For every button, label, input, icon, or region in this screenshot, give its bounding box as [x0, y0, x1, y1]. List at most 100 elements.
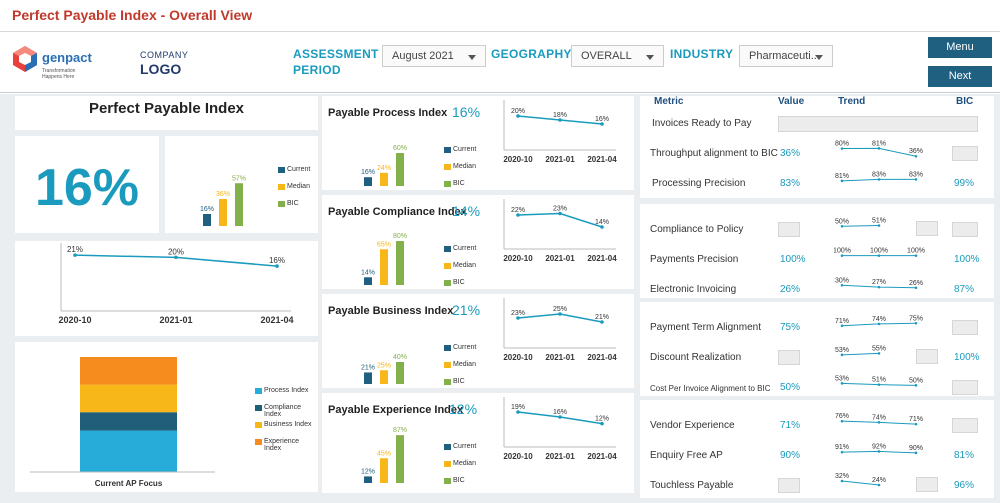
ap-focus-segment — [80, 357, 177, 385]
index-trend-point — [600, 421, 604, 426]
index-bar-label-bic: 87% — [393, 427, 407, 434]
metrics-header-bic: BIC — [956, 96, 974, 107]
industry-label: INDUSTRY — [670, 47, 734, 61]
metric-trend-point — [914, 422, 918, 426]
legend-label-current: Current — [453, 443, 477, 450]
metric-trend-point — [877, 147, 881, 150]
index-bar-chart: 21% 25%40% — [361, 354, 407, 384]
index-bar-label-bic: 40% — [393, 354, 407, 361]
index-bar-bic — [396, 435, 404, 483]
menu-button[interactable]: Menu — [928, 37, 992, 58]
ppi-trend-point — [174, 255, 178, 260]
geography-dropdown[interactable]: OVERALL — [571, 45, 664, 67]
index-bar-median — [380, 458, 388, 483]
chevron-down-icon — [468, 55, 476, 60]
metric-empty-bar — [778, 116, 978, 132]
metric-trend-chart: 50% 51% — [835, 218, 886, 228]
metric-trend-point — [877, 224, 881, 227]
index-trend-point — [516, 213, 520, 217]
metric-value: 50% — [780, 382, 801, 393]
legend-item-bic: BIC — [444, 180, 476, 197]
metric-trend-label: 71% — [835, 318, 849, 325]
metric-trend-chart: 100% 100% 100% — [834, 248, 925, 257]
metric-name: Discount Realization — [650, 352, 742, 363]
metric-value-empty — [778, 350, 800, 365]
metric-value: 36% — [780, 148, 801, 159]
legend-item-bic: BIC — [444, 477, 476, 494]
legend-chart-icon — [444, 263, 451, 269]
legend-chart-icon — [444, 362, 451, 368]
metric-trend-line — [841, 352, 880, 356]
index-x-tick: 2020-10 — [503, 155, 533, 164]
metric-trend-chart: 76% 74% 71% — [835, 413, 923, 426]
metric-trend-label: 24% — [872, 477, 886, 484]
index-card: Payable Process Index 16% 16% 24% 60% Current… — [322, 96, 634, 190]
metric-trend-label: 50% — [835, 218, 849, 225]
index-x-tick: 2021-01 — [545, 353, 575, 362]
metric-trend-point — [914, 154, 918, 158]
geography-label: GEOGRAPHY — [491, 47, 572, 61]
index-title: Payable Compliance Index — [328, 206, 467, 218]
metric-trend-label: 30% — [835, 277, 849, 284]
next-button[interactable]: Next — [928, 66, 992, 87]
metric-trend-label: 81% — [835, 173, 849, 180]
legend-item-current: Current — [444, 443, 476, 460]
ap-focus-segment — [80, 412, 177, 431]
index-card: Payable Compliance Index 14% 14% 65% 80% Curr… — [322, 195, 634, 289]
metric-trend-point — [840, 419, 844, 423]
index-legend: Current Median BIC — [444, 443, 476, 494]
assessment-period-dropdown[interactable]: August 2021 — [382, 45, 486, 67]
metric-trend-label: 76% — [835, 413, 849, 420]
metric-name: Touchless Payable — [650, 480, 734, 491]
index-trend-label: 22% — [511, 207, 525, 214]
metric-bic-value: 100% — [954, 254, 980, 265]
metric-trend-label: 92% — [872, 443, 886, 450]
index-x-tick: 2020-10 — [503, 353, 533, 362]
index-x-tick: 2021-01 — [545, 254, 575, 263]
ppi-title-card: Perfect Payable Index — [15, 96, 318, 130]
legend-chart-icon — [444, 478, 451, 484]
index-trend-point — [516, 410, 520, 414]
index-x-tick: 2021-01 — [545, 155, 575, 164]
legend-chart-icon — [255, 388, 262, 394]
metric-trend-chart: 71% 74% 75% — [835, 315, 923, 328]
legend-label-current: Current — [453, 146, 477, 153]
metric-trend-label: 90% — [909, 445, 923, 452]
legend-item-bic: BIC — [444, 279, 476, 296]
index-trend-point — [516, 316, 520, 320]
index-trend-point — [600, 122, 604, 126]
legend-label-current: Current — [453, 344, 477, 351]
ppi-legend: Current Median BIC — [278, 166, 310, 217]
legend-chart-icon — [255, 422, 262, 428]
index-trend-chart: 2020-10 2021-01 2021-04 23% 25% 21% — [503, 298, 617, 362]
metric-bic-value: 96% — [954, 480, 975, 491]
ppi-x-tick: 2021-04 — [260, 315, 293, 325]
legend-item-median: Median — [444, 163, 476, 180]
legend-label-median: Median — [453, 361, 476, 368]
company-logo: COMPANY LOGO — [140, 50, 200, 80]
metric-trend-label: 81% — [872, 140, 886, 147]
ppi-value-card: 16% — [15, 136, 159, 233]
metric-trend-missing — [916, 221, 938, 236]
metric-trend-point — [877, 383, 881, 386]
metric-trend-point — [840, 147, 844, 150]
metric-trend-point — [840, 479, 844, 483]
metric-trend-label: 75% — [909, 315, 923, 322]
header-bar: genpact Transformation Happens Here COMP… — [0, 33, 1000, 93]
industry-dropdown[interactable]: Pharmaceuti... — [739, 45, 833, 67]
index-x-tick: 2021-04 — [587, 254, 617, 263]
legend-chart-icon — [444, 345, 451, 351]
legend-item-current: Current — [278, 166, 310, 183]
index-trend-label: 16% — [595, 116, 609, 123]
metric-group-card: Compliance to Policy 50% 51% Payments Preci… — [640, 204, 994, 298]
index-value: 21% — [452, 302, 481, 318]
metrics-header-metric: Metric — [654, 96, 684, 107]
metric-trend-label: 27% — [872, 279, 886, 286]
metric-trend-label: 100% — [907, 248, 925, 255]
metric-trend-label: 71% — [909, 416, 923, 423]
legend-label-median: Median — [453, 163, 476, 170]
index-trend-chart: 2020-10 2021-01 2021-04 22% 23% 14% — [503, 199, 617, 263]
legend-chart-icon — [444, 379, 451, 385]
metric-bic-empty — [952, 380, 978, 395]
legend-chart-icon — [255, 405, 262, 411]
